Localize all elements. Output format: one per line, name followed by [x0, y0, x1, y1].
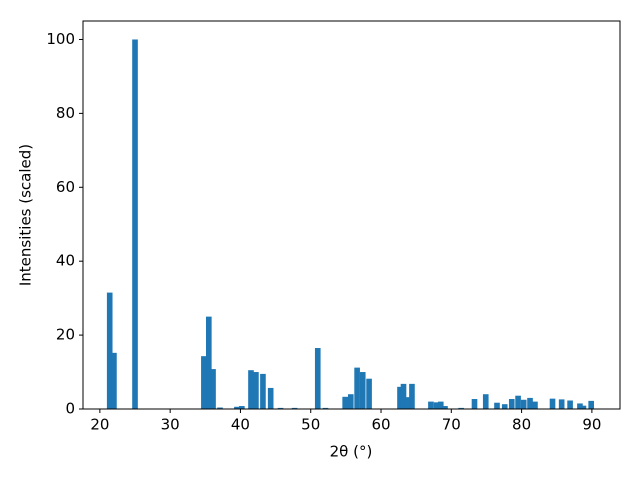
bar: [253, 372, 259, 409]
bar: [527, 397, 533, 409]
bar: [437, 401, 444, 409]
bar: [239, 406, 245, 409]
x-tick-label: 40: [231, 416, 250, 434]
y-tick-label: 20: [56, 326, 75, 344]
bar: [260, 373, 266, 409]
bar: [397, 386, 403, 409]
x-tick-label: 90: [582, 416, 601, 434]
bar: [433, 402, 440, 409]
bar: [314, 348, 321, 409]
bar: [458, 407, 464, 409]
bar: [201, 356, 207, 409]
bar: [508, 399, 515, 409]
bar: [347, 394, 354, 409]
bar: [342, 396, 348, 409]
y-tick-label: 100: [46, 30, 75, 48]
x-axis-label: 2θ (°): [330, 443, 373, 461]
bar: [428, 401, 434, 409]
bar: [111, 352, 117, 409]
x-tick-label: 70: [442, 416, 461, 434]
bar: [267, 387, 274, 409]
bar: [234, 406, 240, 409]
x-tick-label: 50: [301, 416, 320, 434]
y-tick-label: 0: [65, 400, 75, 418]
bar: [132, 39, 138, 409]
bar: [354, 367, 360, 409]
bar: [588, 400, 594, 409]
bar: [549, 398, 556, 409]
bar: [248, 370, 254, 409]
bar: [577, 403, 583, 409]
bar: [520, 399, 527, 409]
bar: [442, 406, 448, 409]
bar: [494, 402, 500, 409]
bar: [580, 405, 587, 409]
bar: [404, 397, 411, 409]
y-tick-label: 80: [56, 104, 75, 122]
bar: [322, 407, 329, 409]
bar: [567, 400, 573, 409]
bar: [366, 378, 372, 409]
y-tick-label: 40: [56, 252, 75, 270]
x-tick-label: 20: [90, 416, 109, 434]
bar: [532, 401, 538, 409]
bar: [515, 395, 521, 409]
bar: [482, 394, 489, 409]
y-tick-label: 60: [56, 178, 75, 196]
bar: [471, 399, 478, 409]
plot-frame: [82, 20, 621, 410]
x-tick-label: 60: [371, 416, 390, 434]
bar: [409, 383, 415, 409]
bar: [206, 316, 212, 409]
bar: [106, 292, 113, 409]
bar: [291, 407, 298, 409]
x-tick-label: 80: [512, 416, 531, 434]
bar: [277, 407, 284, 409]
bar: [359, 372, 366, 409]
bar: [501, 404, 508, 409]
x-tick-label: 30: [161, 416, 180, 434]
bar: [217, 407, 223, 409]
y-axis-label: Intensities (scaled): [17, 144, 35, 286]
bar: [558, 399, 565, 409]
bar: [400, 383, 407, 409]
bar: [210, 369, 216, 409]
